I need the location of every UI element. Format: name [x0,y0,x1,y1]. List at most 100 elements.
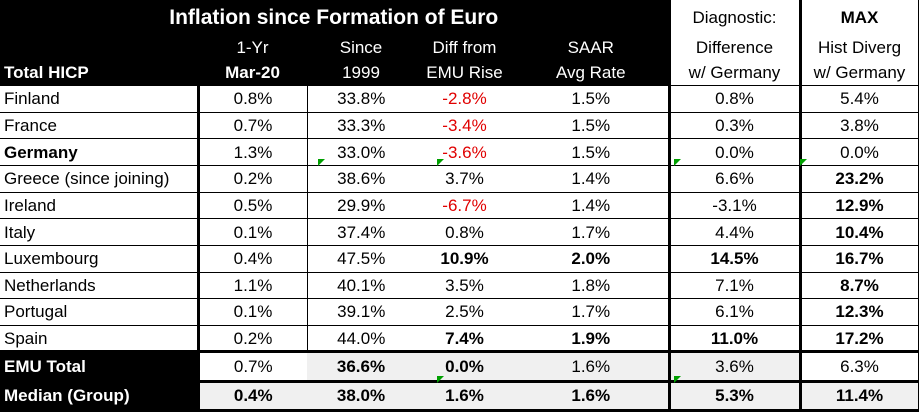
cell-diff-emu: 0.0% [415,350,514,382]
cell-since-1999: 33.3% [306,111,415,139]
table-row: Germany 1.3% 33.0% -3.6% 1.5% 0.0% 0.0% [0,138,919,166]
cell-max: 0.0% [798,138,919,166]
table-title: Inflation since Formation of Euro [0,0,669,36]
cell-saar: 1.6% [514,379,669,413]
cell-saar: 1.9% [514,324,669,352]
cell-saar: 1.5% [514,138,669,166]
summary-name: EMU Total [0,350,198,382]
cell-diag: 7.1% [667,271,800,299]
cell-diag: 0.0% [667,138,800,166]
country-name: Finland [0,85,198,113]
summary-row-emu-total: EMU Total 0.7% 36.6% 0.0% 1.6% 3.6% 6.3% [0,350,919,382]
cell-saar: 1.7% [514,298,669,326]
country-name: France [0,111,198,139]
cell-diff-emu: 2.5% [415,298,514,326]
col6-header-line3: w/ Germany [798,59,919,86]
cell-1yr: 0.5% [196,191,307,219]
col6-header-line1: MAX [798,0,919,36]
col2-header-line1: Since [307,35,415,60]
table-row: Italy 0.1% 37.4% 0.8% 1.7% 4.4% 10.4% [0,218,919,246]
cell-max: 10.4% [798,218,919,246]
cell-diff-emu: -6.7% [415,191,514,219]
col4-header-line2: Avg Rate [514,59,669,86]
cell-since-1999: 33.8% [306,85,415,113]
table-row: France 0.7% 33.3% -3.4% 1.5% 0.3% 3.8% [0,111,919,139]
table-row: Ireland 0.5% 29.9% -6.7% 1.4% -3.1% 12.9… [0,191,919,219]
col1-header-line1: 1-Yr [198,35,307,60]
cell-1yr: 0.8% [196,85,307,113]
cell-diag: 5.3% [667,379,800,413]
comment-marker-icon [318,159,325,166]
cell-1yr: 1.3% [196,138,307,166]
cell-diff-emu: 3.7% [415,165,514,193]
cell-1yr: 0.2% [196,165,307,193]
cell-diag: 0.3% [667,111,800,139]
row-label-header: Total HICP [0,59,198,86]
cell-since-1999: 29.9% [306,191,415,219]
cell-1yr: 0.7% [196,350,307,382]
cell-saar: 1.5% [514,111,669,139]
country-name: Germany [0,138,198,166]
comment-marker-icon [437,159,444,166]
table-row: Greece (since joining) 0.2% 38.6% 3.7% 1… [0,165,919,193]
table-row: Finland 0.8% 33.8% -2.8% 1.5% 0.8% 5.4% [0,85,919,113]
cell-diag: 3.6% [667,350,800,382]
cell-since-1999: 38.0% [307,379,415,413]
cell-since-1999: 36.6% [307,350,415,382]
cell-diag: 11.0% [667,324,800,352]
cell-diag: 6.6% [667,165,800,193]
cell-diff-emu: 1.6% [415,379,514,413]
country-name: Spain [0,324,198,352]
comment-marker-icon [800,159,807,166]
cell-since-1999: 38.6% [306,165,415,193]
table-row: Portugal 0.1% 39.1% 2.5% 1.7% 6.1% 12.3% [0,298,919,326]
col2-header-line2: 1999 [307,59,415,86]
col3-header-line2: EMU Rise [415,59,514,86]
cell-max: 11.4% [798,379,919,413]
cell-1yr: 0.4% [196,244,307,272]
cell-diff-emu: -3.4% [415,111,514,139]
cell-saar: 1.7% [514,218,669,246]
country-name: Greece (since joining) [0,165,198,193]
cell-saar: 1.4% [514,165,669,193]
col5-header-line3: w/ Germany [667,59,800,86]
cell-max: 17.2% [798,324,919,352]
cell-diag: 14.5% [667,244,800,272]
table-row: Spain 0.2% 44.0% 7.4% 1.9% 11.0% 17.2% [0,324,919,352]
cell-since-1999: 39.1% [306,298,415,326]
country-name: Netherlands [0,271,198,299]
col5-header-line2: Difference [667,35,800,60]
cell-1yr: 0.4% [196,379,307,413]
table-row: Luxembourg 0.4% 47.5% 10.9% 2.0% 14.5% 1… [0,244,919,272]
cell-max: 6.3% [798,350,919,382]
table-row: Netherlands 1.1% 40.1% 3.5% 1.8% 7.1% 8.… [0,271,919,299]
country-name: Luxembourg [0,244,198,272]
cell-1yr: 1.1% [196,271,307,299]
col6-header-line2: Hist Diverg [798,35,919,60]
cell-since-1999: 37.4% [306,218,415,246]
cell-max: 3.8% [798,111,919,139]
cell-1yr: 0.1% [196,298,307,326]
cell-max: 12.3% [798,298,919,326]
summary-row-median: Median (Group) 0.4% 38.0% 1.6% 1.6% 5.3%… [0,379,919,413]
cell-since-1999: 40.1% [306,271,415,299]
cell-diff-emu: 7.4% [415,324,514,352]
comment-marker-icon [674,159,681,166]
cell-saar: 1.8% [514,271,669,299]
comment-marker-icon [437,376,444,383]
cell-saar: 2.0% [514,244,669,272]
cell-max: 8.7% [798,271,919,299]
country-name: Italy [0,218,198,246]
cell-1yr: 0.2% [196,324,307,352]
cell-max: 12.9% [798,191,919,219]
cell-diff-emu: -2.8% [415,85,514,113]
cell-diff-emu: 3.5% [415,271,514,299]
cell-max: 16.7% [798,244,919,272]
comment-marker-icon [674,376,681,383]
cell-saar: 1.4% [514,191,669,219]
summary-name: Median (Group) [0,379,198,413]
col5-header-line1: Diagnostic: [667,0,800,36]
cell-diff-emu: 10.9% [415,244,514,272]
